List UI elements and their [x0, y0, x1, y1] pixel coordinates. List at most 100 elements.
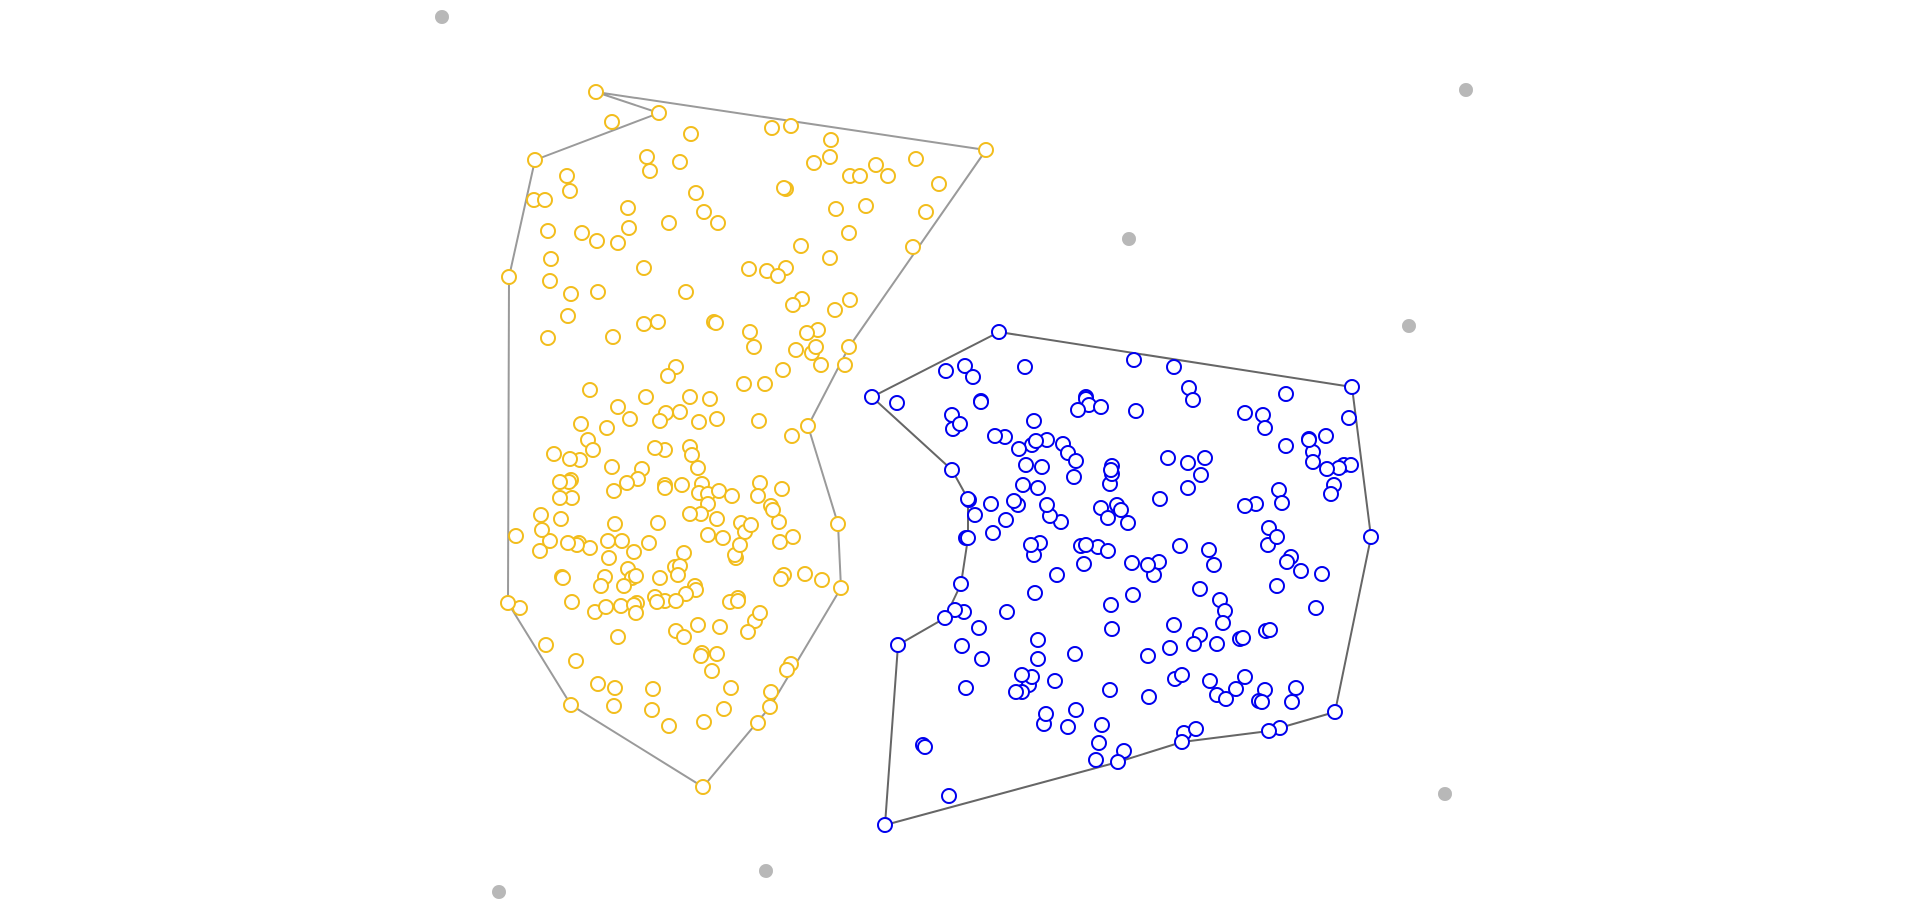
cluster-1-point	[560, 535, 576, 551]
cluster-2-point	[1026, 413, 1042, 429]
cluster-1-point	[880, 168, 896, 184]
cluster-2-point	[1104, 621, 1120, 637]
cluster-2-point	[1008, 684, 1024, 700]
cluster-2-point	[1192, 581, 1208, 597]
cluster-2-point	[1166, 617, 1182, 633]
cluster-2-point	[1363, 529, 1379, 545]
cluster-1-point	[690, 617, 706, 633]
cluster-2-point	[1308, 600, 1324, 616]
cluster-2-point	[1030, 651, 1046, 667]
cluster-2-point	[1215, 615, 1231, 631]
cluster-2-point	[1257, 420, 1273, 436]
cluster-1-point	[695, 779, 711, 795]
cluster-2-point	[1110, 754, 1126, 770]
cluster-2-point	[1314, 566, 1330, 582]
cluster-2-point	[1174, 667, 1190, 683]
cluster-1-point	[660, 368, 676, 384]
cluster-1-point	[799, 325, 815, 341]
cluster-1-point	[582, 382, 598, 398]
cluster-1-point	[628, 568, 644, 584]
cluster-1-point	[776, 180, 792, 196]
cluster-2-point	[877, 817, 893, 833]
cluster-2-point	[1060, 719, 1076, 735]
cluster-1-point	[709, 511, 725, 527]
cluster-1-point	[585, 442, 601, 458]
cluster-2-point	[1318, 428, 1334, 444]
cluster-2-point	[917, 739, 933, 755]
cluster-2-point	[1305, 454, 1321, 470]
cluster-2-point	[1100, 543, 1116, 559]
cluster-2-point	[938, 363, 954, 379]
cluster-1-point	[582, 540, 598, 556]
cluster-1-point	[806, 155, 822, 171]
cluster-2-point	[1162, 640, 1178, 656]
cluster-1-point	[773, 571, 789, 587]
cluster-2-point	[960, 491, 976, 507]
cluster-2-point	[1274, 495, 1290, 511]
cluster-2-point	[1288, 680, 1304, 696]
cluster-2-point	[1152, 491, 1168, 507]
cluster-2-point	[1124, 555, 1140, 571]
cluster-1-point	[682, 389, 698, 405]
cluster-2-point	[1091, 735, 1107, 751]
cluster-2-point	[889, 395, 905, 411]
outlier-points	[435, 10, 1473, 899]
cluster-1-point	[590, 284, 606, 300]
cluster-2-point	[974, 651, 990, 667]
cluster-2-point	[1076, 556, 1092, 572]
cluster-1-point	[752, 475, 768, 491]
cluster-1-point	[783, 118, 799, 134]
cluster-1-point	[724, 488, 740, 504]
cluster-2-point	[1237, 669, 1253, 685]
cluster-2-point	[1327, 704, 1343, 720]
cluster-2-point	[1034, 459, 1050, 475]
cluster-1-point	[702, 391, 718, 407]
cluster-1-point	[644, 702, 660, 718]
cluster-2-point	[1125, 587, 1141, 603]
cluster-2-point	[1030, 480, 1046, 496]
cluster-1-point	[563, 286, 579, 302]
cluster-1-point	[593, 578, 609, 594]
cluster-points	[500, 84, 1379, 833]
cluster-1-point	[574, 225, 590, 241]
cluster-1-point	[537, 192, 553, 208]
outlier-point	[1459, 83, 1473, 97]
cluster-2-point	[944, 462, 960, 478]
cluster-1-point	[752, 605, 768, 621]
cluster-1-point	[788, 342, 804, 358]
cluster-1-point	[670, 567, 686, 583]
cluster-1-point	[532, 543, 548, 559]
cluster-1-point	[604, 459, 620, 475]
cluster-1-point	[793, 238, 809, 254]
cluster-1-point	[833, 580, 849, 596]
cluster-2-point	[1237, 498, 1253, 514]
cluster-2-point	[1255, 407, 1271, 423]
cluster-1-point	[649, 594, 665, 610]
cluster-2-point	[1093, 399, 1109, 415]
cluster-2-point	[1141, 689, 1157, 705]
cluster-2-point	[1197, 450, 1213, 466]
cluster-1-point	[607, 680, 623, 696]
cluster-2-point	[1049, 567, 1065, 583]
outlier-point	[1122, 232, 1136, 246]
cluster-2-point	[1028, 433, 1044, 449]
cluster-1-point	[650, 314, 666, 330]
outlier-point	[492, 885, 506, 899]
cluster-1-point	[508, 528, 524, 544]
cluster-1-point	[827, 302, 843, 318]
cluster-1-point	[636, 260, 652, 276]
cluster-1-point	[918, 204, 934, 220]
cluster-2-point	[890, 637, 906, 653]
cluster-2-point	[1039, 497, 1055, 513]
cluster-1-point	[607, 516, 623, 532]
cluster-1-point	[691, 414, 707, 430]
cluster-2-point	[941, 788, 957, 804]
cluster-1-point	[741, 261, 757, 277]
cluster-1-point	[619, 475, 635, 491]
cluster-2-point	[1070, 402, 1086, 418]
cluster-1-point	[605, 329, 621, 345]
cluster-1-point	[598, 599, 614, 615]
cluster-1-point	[614, 533, 630, 549]
